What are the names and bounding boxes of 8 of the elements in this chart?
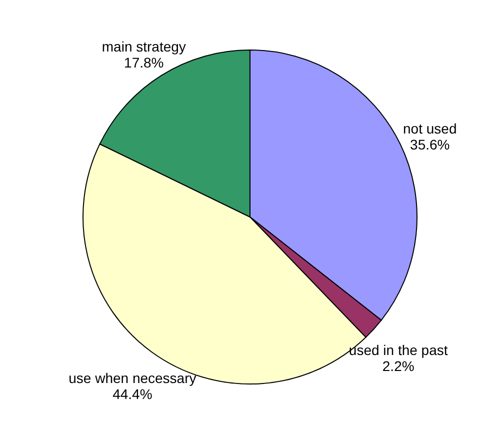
- data-label: 44.4%: [112, 386, 152, 402]
- slice-label: main strategy: [102, 38, 186, 54]
- data-label: 35.6%: [410, 136, 450, 153]
- slice-label: use when necessary: [68, 370, 196, 386]
- data-label: 2.2%: [382, 358, 414, 374]
- slice-label: used in the past: [348, 342, 448, 358]
- slice-label: not used: [403, 120, 457, 137]
- data-label: 17.8%: [124, 54, 164, 70]
